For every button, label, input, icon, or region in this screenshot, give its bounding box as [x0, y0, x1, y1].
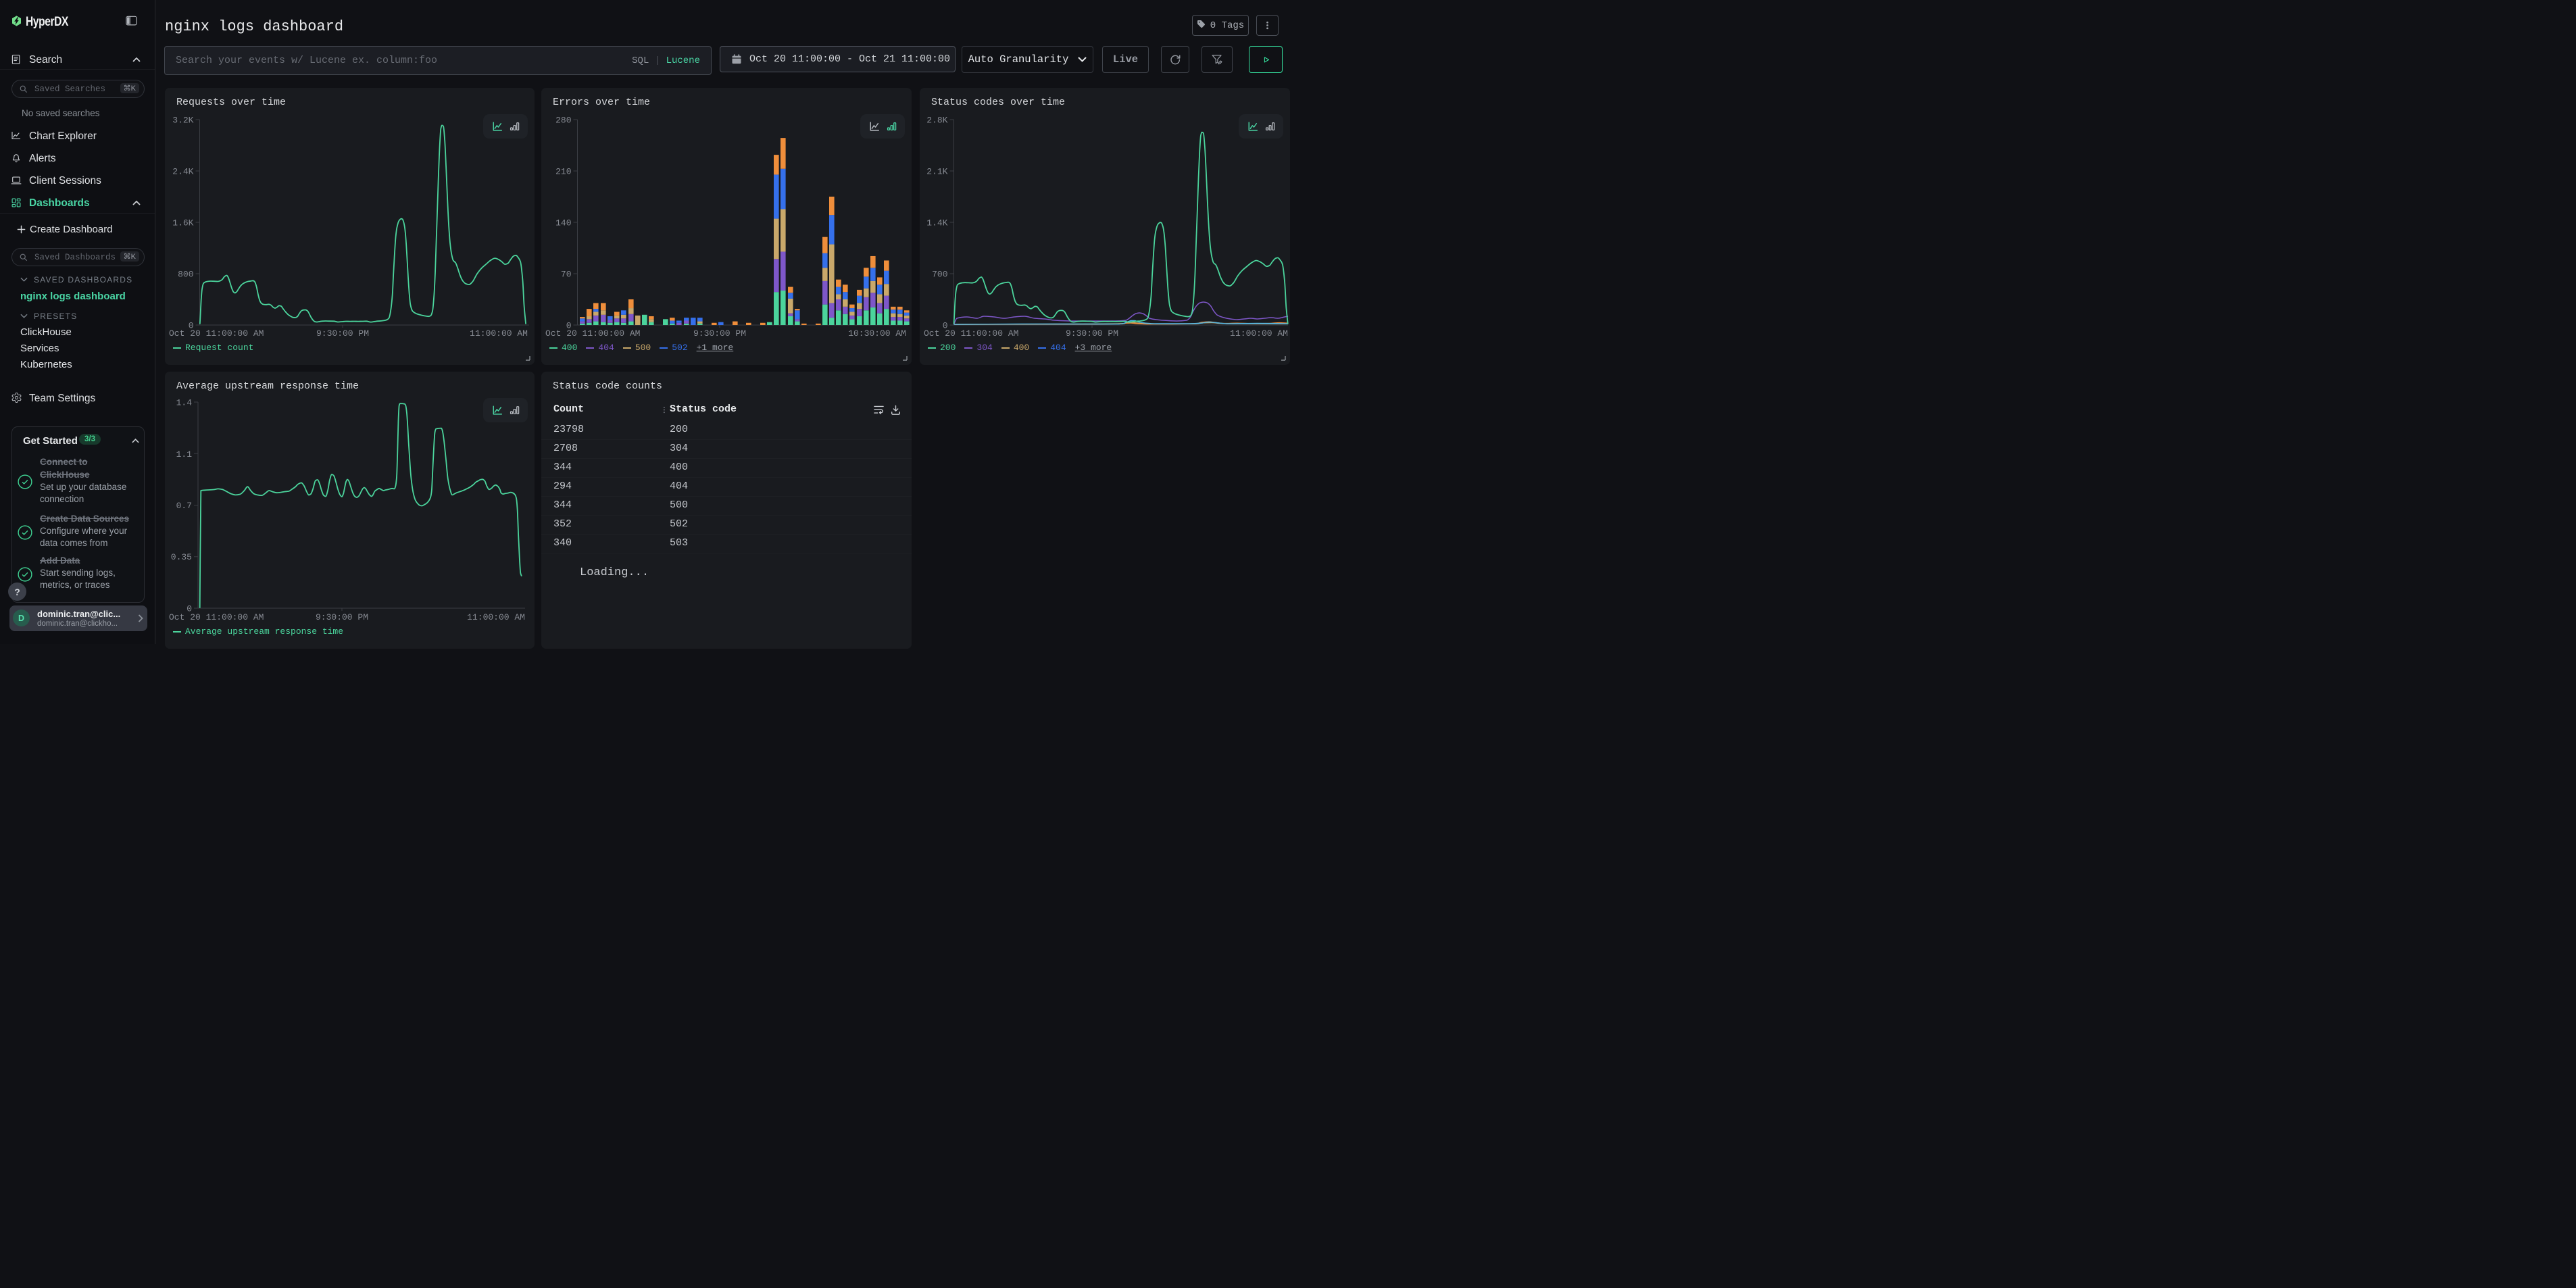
svg-text:0: 0 [566, 321, 572, 331]
svg-text:140: 140 [555, 218, 571, 228]
svg-text:70: 70 [561, 270, 572, 280]
svg-text:700: 700 [932, 270, 947, 280]
svg-text:0: 0 [943, 321, 948, 331]
svg-text:280: 280 [555, 116, 571, 126]
svg-text:2.1K: 2.1K [926, 167, 947, 177]
svg-text:0.35: 0.35 [171, 552, 192, 562]
svg-text:1.1: 1.1 [176, 449, 193, 460]
svg-text:0.7: 0.7 [176, 501, 192, 511]
svg-text:0: 0 [187, 604, 192, 614]
svg-text:800: 800 [178, 270, 193, 280]
svg-text:3.2K: 3.2K [172, 116, 193, 126]
svg-text:2.4K: 2.4K [172, 167, 193, 177]
svg-text:210: 210 [555, 167, 571, 177]
svg-text:1.4K: 1.4K [926, 218, 947, 228]
svg-text:0: 0 [189, 321, 194, 331]
svg-text:1.4: 1.4 [176, 398, 193, 408]
svg-text:1.6K: 1.6K [172, 218, 193, 228]
svg-text:2.8K: 2.8K [926, 116, 947, 126]
